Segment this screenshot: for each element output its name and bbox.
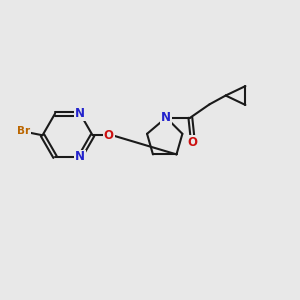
Text: N: N xyxy=(161,111,171,124)
Text: Br: Br xyxy=(17,126,30,136)
Text: N: N xyxy=(75,151,85,164)
Text: N: N xyxy=(75,107,85,120)
Text: O: O xyxy=(188,136,198,149)
Text: O: O xyxy=(104,129,114,142)
